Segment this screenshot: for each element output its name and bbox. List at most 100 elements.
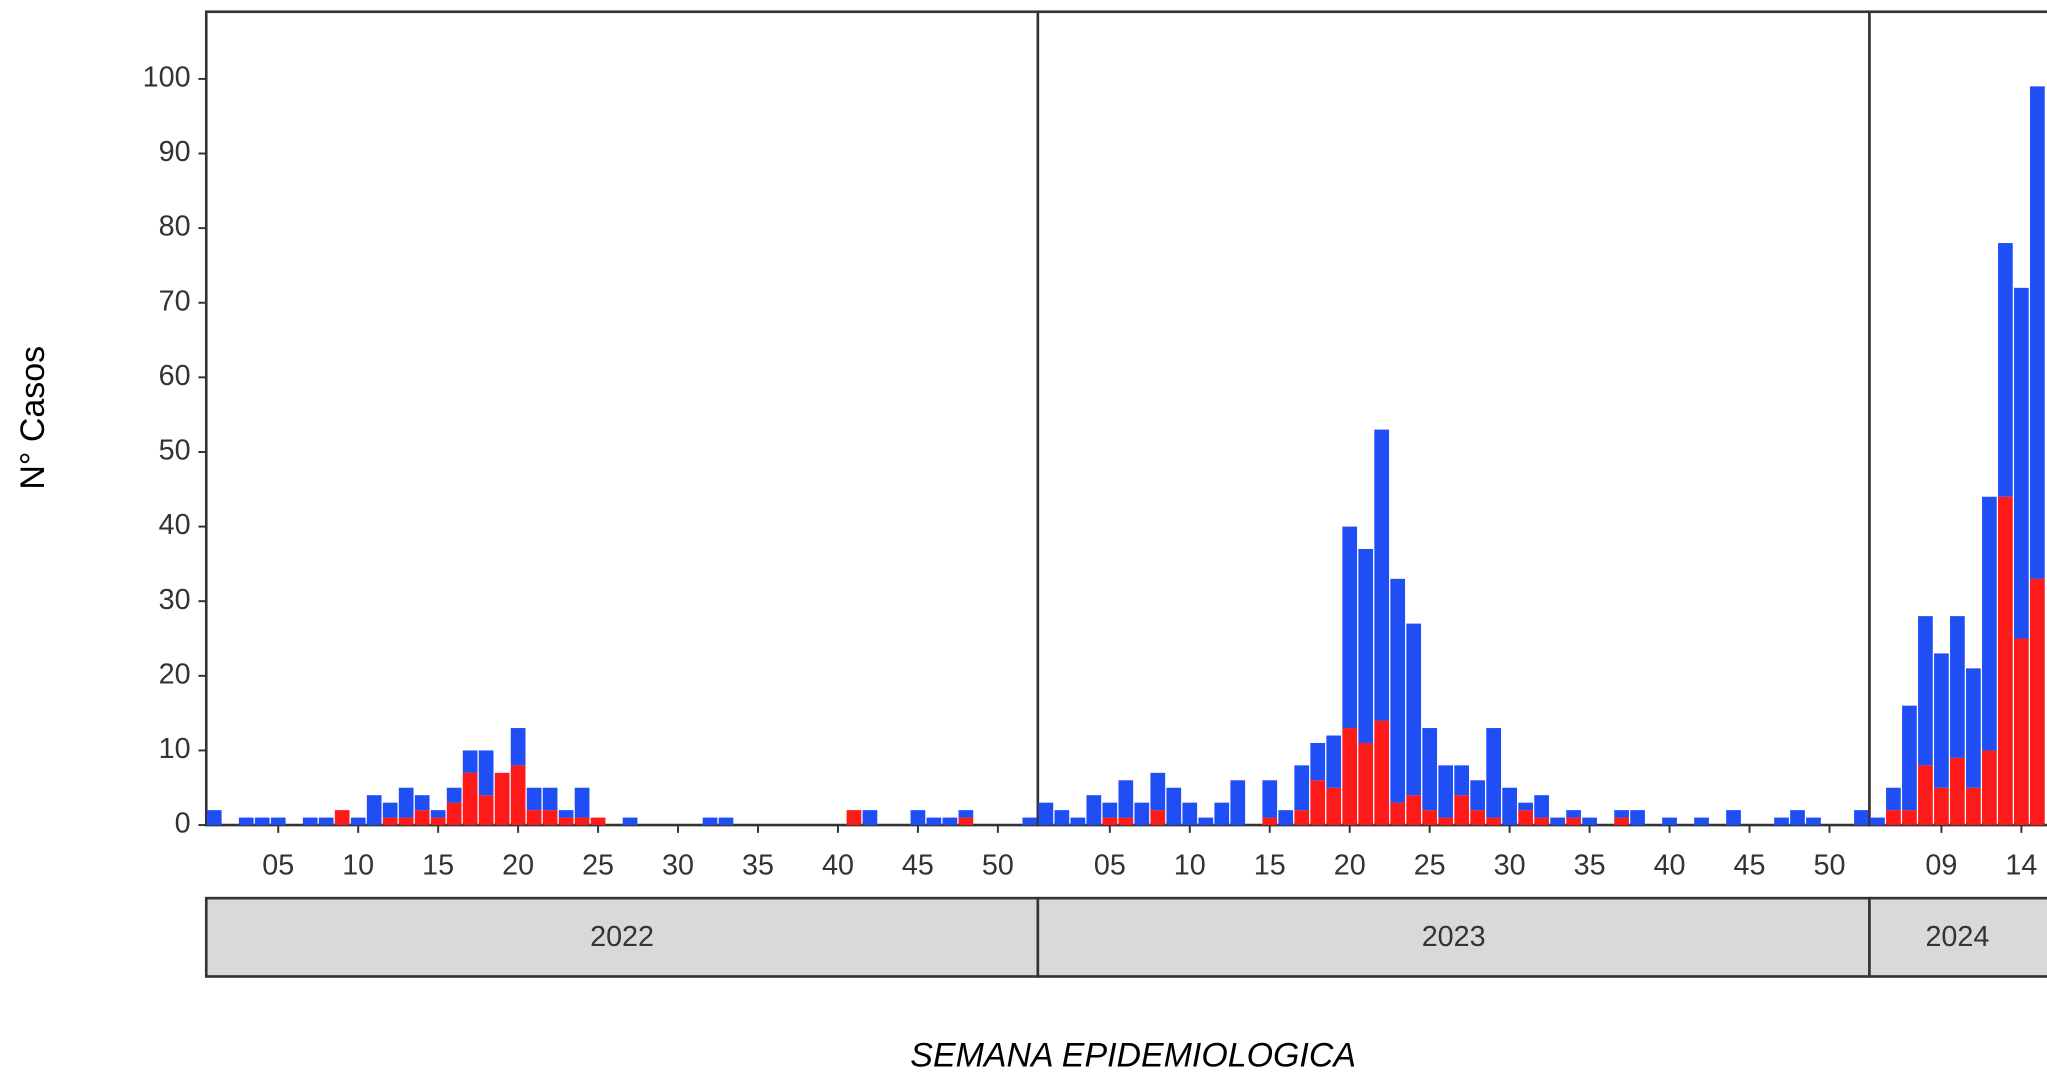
bar xyxy=(302,817,318,826)
bar xyxy=(1406,623,1422,796)
bar xyxy=(1406,795,1422,826)
x-tick-label: 45 xyxy=(1734,849,1766,881)
bar xyxy=(1134,802,1150,826)
bar xyxy=(1294,810,1310,826)
bar xyxy=(510,728,526,766)
bar xyxy=(1358,742,1374,826)
bar xyxy=(1534,817,1549,826)
bar xyxy=(2030,86,2045,579)
bar xyxy=(1950,616,1965,758)
bar xyxy=(1102,817,1118,826)
x-tick-label: 20 xyxy=(1334,849,1366,881)
bar xyxy=(478,750,494,796)
bar xyxy=(350,817,366,826)
x-tick-label: 20 xyxy=(502,849,534,881)
bar xyxy=(462,772,478,826)
bar xyxy=(494,772,510,826)
bar xyxy=(510,765,526,826)
facet-label: 2022 xyxy=(590,921,654,953)
x-tick-label: 50 xyxy=(1813,849,1845,881)
bar xyxy=(270,817,286,826)
bar xyxy=(1886,787,1901,811)
bar xyxy=(1054,810,1070,826)
bar xyxy=(238,817,254,826)
bar xyxy=(526,810,542,826)
panel xyxy=(204,10,1040,827)
x-tick-label: 35 xyxy=(742,849,774,881)
bar xyxy=(1214,802,1230,826)
bar xyxy=(942,817,958,826)
bar xyxy=(558,817,574,826)
bar xyxy=(1486,817,1501,826)
bar xyxy=(1550,817,1565,826)
bar xyxy=(1966,668,1981,788)
bar xyxy=(318,817,334,826)
bar xyxy=(1470,810,1486,826)
x-tick-label: 05 xyxy=(1094,849,1126,881)
bar xyxy=(1998,243,2013,497)
bar xyxy=(1966,787,1981,826)
bar xyxy=(1438,817,1454,826)
y-tick-label: 10 xyxy=(159,733,191,765)
bar xyxy=(702,817,718,826)
x-tick-label: 05 xyxy=(262,849,294,881)
bar xyxy=(1326,735,1342,788)
bar xyxy=(926,817,942,826)
bar xyxy=(1038,802,1054,826)
bar xyxy=(398,817,414,826)
bar xyxy=(1310,742,1326,781)
bar xyxy=(1566,817,1581,826)
x-tick-label: 45 xyxy=(902,849,934,881)
bar xyxy=(1022,817,1038,826)
bar xyxy=(1934,787,1949,826)
bar xyxy=(1422,728,1438,811)
bar xyxy=(542,787,558,811)
x-tick-label: 14 xyxy=(2005,849,2037,881)
bar xyxy=(1726,810,1741,826)
bar xyxy=(1198,817,1214,826)
facet-strip xyxy=(1036,896,1871,978)
bar xyxy=(1902,705,1917,811)
bar xyxy=(1150,772,1166,811)
bar xyxy=(862,810,878,826)
bar xyxy=(1566,810,1581,818)
bar xyxy=(718,817,734,826)
facet-strip xyxy=(204,896,1040,978)
bar xyxy=(446,802,462,826)
bar xyxy=(958,810,974,818)
bar xyxy=(1262,817,1278,826)
bar xyxy=(1950,757,1965,826)
bar xyxy=(366,795,382,826)
x-tick-label: 35 xyxy=(1574,849,1606,881)
bar xyxy=(1470,780,1486,811)
bar xyxy=(1902,810,1917,826)
bar xyxy=(1886,810,1901,826)
bar xyxy=(590,817,606,826)
bar xyxy=(1166,787,1182,826)
bar xyxy=(1774,817,1789,826)
bar xyxy=(1118,817,1134,826)
bar xyxy=(1870,817,1885,826)
bar xyxy=(1806,817,1821,826)
bar xyxy=(446,787,462,803)
x-tick-label: 30 xyxy=(662,849,694,881)
y-axis-label: N° Casos xyxy=(14,346,52,490)
bar xyxy=(1326,787,1342,826)
x-tick-label: 10 xyxy=(342,849,374,881)
bar xyxy=(1454,765,1470,796)
bar xyxy=(1502,787,1517,826)
bar xyxy=(1662,817,1677,826)
y-tick-label: 20 xyxy=(159,658,191,690)
bar xyxy=(254,817,270,826)
x-tick-label: 15 xyxy=(422,849,454,881)
bar xyxy=(1438,765,1454,818)
bar xyxy=(1278,810,1294,826)
x-tick-label: 09 xyxy=(1925,849,1957,881)
facet-label: 2023 xyxy=(1422,921,1486,953)
bar xyxy=(1422,810,1438,826)
bar xyxy=(334,810,350,826)
bar xyxy=(430,810,446,818)
bar xyxy=(1614,810,1629,818)
bar xyxy=(1918,616,1933,766)
